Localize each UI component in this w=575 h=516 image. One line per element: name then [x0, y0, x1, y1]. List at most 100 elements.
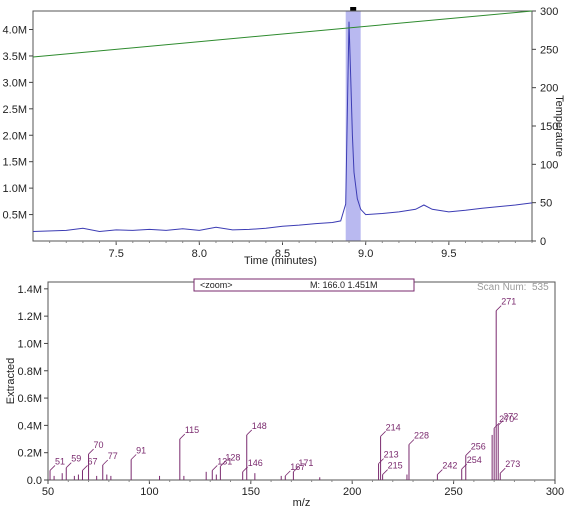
- peak-label: 115: [185, 425, 199, 435]
- peak-label-leader: [499, 467, 506, 474]
- peak-label-leader: [246, 429, 253, 436]
- peak-label-leader: [465, 450, 472, 456]
- y2-tick-label: 50: [540, 198, 552, 210]
- y-axis-label: Extracted: [5, 358, 17, 404]
- y-tick-label: 1.0M: [3, 183, 27, 195]
- selected-scan-range[interactable]: [345, 11, 361, 241]
- peak-label-leader: [211, 465, 218, 471]
- peak-label-leader: [82, 465, 88, 471]
- peak-label-leader: [408, 439, 415, 445]
- peak-label: 242: [442, 461, 457, 471]
- temperature-line: [32, 10, 533, 58]
- peak-label: 146: [248, 458, 263, 468]
- peak-label-leader: [284, 470, 291, 477]
- x-tick-label: 8.0: [192, 248, 207, 260]
- y2-tick-label: 100: [540, 159, 558, 171]
- peak-label-leader: [102, 459, 109, 466]
- marker-readout: M: 166.0 1.451M: [310, 280, 378, 290]
- peak-label-leader: [380, 431, 386, 437]
- y-tick-label: 3.0M: [3, 77, 27, 89]
- peak-label: 128: [225, 452, 240, 462]
- mass-spectrum-chart[interactable]: <zoom> M: 166.0 1.451M Scan Num: 535 50 100 15…: [0, 266, 575, 511]
- peak-label-leader: [220, 461, 226, 467]
- x-tick-label: 9.5: [441, 248, 456, 260]
- peak-label-leader: [88, 448, 94, 455]
- peak-label-leader: [495, 305, 502, 311]
- y-tick-label: 1.5M: [3, 157, 27, 169]
- peak-label: 171: [298, 458, 313, 468]
- peak-label-leader: [130, 454, 137, 460]
- zoom-info-box[interactable]: [193, 278, 415, 292]
- y2-axis-label: Temperature: [553, 95, 565, 157]
- chromatogram-trace: [32, 21, 533, 233]
- peak-label-leader: [293, 466, 299, 473]
- peak-label: 270: [499, 414, 514, 424]
- x-tick-label: 9.0: [358, 248, 373, 260]
- y-tick-label: 0.6M: [18, 393, 42, 405]
- scan-cursor-marker[interactable]: [350, 7, 357, 11]
- x-axis-ticks: 50 100 150 200 250 300: [42, 480, 564, 498]
- y-tick-label: 0.5M: [3, 210, 27, 222]
- x-axis-ticks: 7.5 8.0 8.5 9.0 9.5: [49, 241, 533, 260]
- x-tick-label: 150: [242, 486, 260, 498]
- x-tick-label: 200: [343, 486, 361, 498]
- peak-label: 77: [108, 451, 118, 461]
- peak-label: 67: [87, 456, 97, 466]
- y2-tick-label: 0: [540, 236, 546, 248]
- y-tick-label: 0.0: [27, 475, 42, 487]
- x-tick-label: 8.5: [275, 248, 290, 260]
- peak-label-leader: [497, 420, 504, 426]
- x-axis-label: Time (minutes): [244, 255, 317, 266]
- plot-frame: [32, 10, 533, 242]
- y-tick-label: 1.0M: [18, 338, 42, 350]
- y-axis-ticks: 0.5M 1.0M 1.5M 2.0M 2.5M 3.0M 3.5M 4.0M: [3, 25, 33, 222]
- y-tick-label: 3.5M: [3, 51, 27, 63]
- mass-spectrum-panel[interactable]: <zoom> M: 166.0 1.451M Scan Num: 535 50 100 15…: [0, 266, 575, 511]
- peak-label-leader: [179, 433, 186, 440]
- peak-label: 91: [136, 446, 146, 456]
- scan-num-label: Scan Num:: [477, 282, 526, 293]
- peak-label: 70: [94, 440, 104, 450]
- y2-axis-ticks: 0 50 100 150 200 250 300: [532, 6, 558, 248]
- peak-label-leader: [49, 465, 56, 471]
- y-tick-label: 2.0M: [3, 130, 27, 142]
- peak-label-leader: [437, 469, 443, 475]
- y-tick-label: 0.8M: [18, 366, 42, 378]
- scan-num-value: 535: [532, 282, 549, 293]
- chromatogram-panel[interactable]: 7.5 8.0 8.5 9.0 9.5 0.5M 1.0M 1.5M 2.0M 2.5M 3.0M 3…: [0, 0, 575, 267]
- peak-label: 254: [467, 455, 482, 465]
- peak-label: 148: [252, 421, 267, 431]
- x-tick-label: 50: [42, 486, 54, 498]
- peak-label: 272: [503, 411, 518, 421]
- x-tick-label: 250: [444, 486, 462, 498]
- y-tick-label: 1.4M: [18, 284, 42, 296]
- chromatogram-chart[interactable]: 7.5 8.0 8.5 9.0 9.5 0.5M 1.0M 1.5M 2.0M 2.5M 3.0M 3…: [0, 0, 575, 267]
- peak-label: 271: [501, 297, 516, 307]
- peak-label: 51: [55, 456, 65, 466]
- x-axis-label: m/z: [293, 497, 311, 509]
- y2-tick-label: 150: [540, 121, 558, 133]
- peak-label: 215: [388, 461, 403, 471]
- y2-tick-label: 300: [540, 6, 558, 18]
- y-tick-label: 0.4M: [18, 420, 42, 432]
- x-tick-label: 7.5: [109, 248, 124, 260]
- zoom-label: <zoom>: [200, 280, 233, 290]
- peak-label: 214: [386, 422, 401, 432]
- spectrum-peaks: 51 59 677077911151311281461481671712132142…: [49, 297, 520, 480]
- y-tick-label: 1.2M: [18, 311, 42, 323]
- peak-label-leader: [65, 462, 72, 468]
- peak-label: 213: [384, 450, 399, 460]
- peak-label: 228: [414, 430, 429, 440]
- peak-label: 256: [471, 441, 486, 451]
- y-axis-ticks: 0.0 0.2M 0.4M 0.6M 0.8M 1.0M 1.2M 1.4M: [18, 284, 48, 487]
- y2-tick-label: 250: [540, 44, 558, 56]
- peak-label-leader: [382, 469, 388, 475]
- y-tick-label: 2.5M: [3, 104, 27, 116]
- x-tick-label: 300: [546, 486, 564, 498]
- y-tick-label: 4.0M: [3, 25, 27, 37]
- peak-label: 59: [71, 454, 81, 464]
- peak-label: 273: [505, 459, 520, 469]
- x-tick-label: 100: [140, 486, 158, 498]
- y-tick-label: 0.2M: [18, 448, 42, 460]
